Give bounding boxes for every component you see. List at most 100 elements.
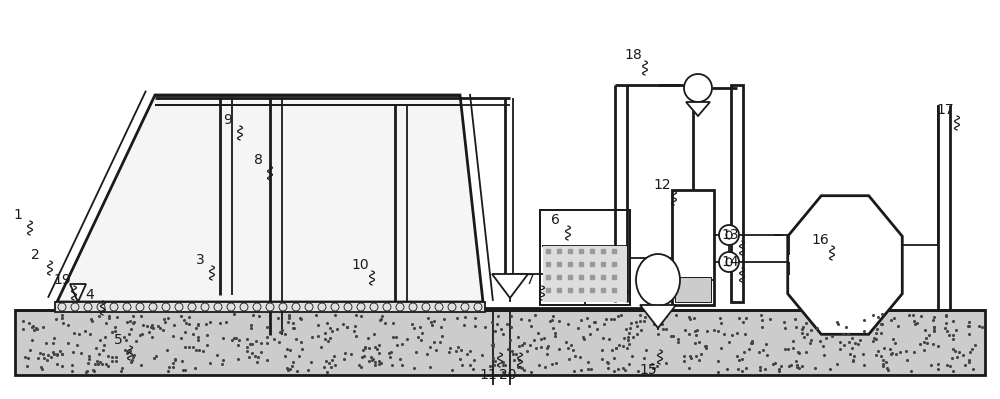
Point	[878, 359, 894, 365]
Point	[49, 351, 65, 358]
Point	[113, 367, 129, 374]
Point	[35, 324, 51, 330]
Point	[495, 359, 511, 365]
Text: 2: 2	[31, 248, 39, 262]
Point	[339, 324, 355, 330]
Point	[757, 365, 773, 372]
Point	[319, 369, 335, 375]
Point	[949, 354, 965, 361]
Point	[791, 350, 807, 357]
Point	[277, 331, 293, 337]
Point	[901, 312, 917, 318]
Point	[118, 337, 134, 343]
Point	[926, 324, 942, 330]
Point	[919, 340, 935, 346]
Point	[126, 352, 142, 358]
Point	[433, 324, 449, 330]
Point	[79, 368, 95, 375]
Point	[165, 359, 181, 366]
Point	[87, 360, 103, 367]
Point	[670, 336, 686, 343]
Point	[939, 361, 955, 368]
Point	[765, 361, 781, 367]
Point	[781, 363, 797, 369]
Point	[961, 357, 977, 363]
Point	[394, 341, 410, 347]
Point	[730, 366, 746, 372]
Point	[855, 351, 871, 357]
Text: 12: 12	[653, 178, 671, 192]
Point	[925, 317, 941, 323]
Point	[838, 324, 854, 330]
Point	[107, 328, 123, 334]
Point	[198, 321, 214, 327]
Point	[160, 368, 176, 375]
Point	[43, 354, 59, 361]
Point	[139, 322, 155, 329]
Point	[242, 341, 258, 347]
Point	[226, 311, 242, 318]
Point	[202, 319, 218, 325]
Point	[621, 361, 637, 367]
Point	[965, 365, 981, 372]
Point	[744, 338, 760, 345]
Point	[453, 347, 469, 353]
Point	[54, 351, 70, 357]
Point	[917, 327, 933, 333]
Bar	[540, 210, 630, 305]
Point	[710, 328, 726, 334]
Point	[511, 357, 527, 363]
Point	[502, 337, 518, 344]
Point	[721, 338, 737, 345]
Point	[114, 364, 130, 371]
Point	[512, 364, 528, 371]
Point	[930, 343, 946, 350]
Point	[271, 339, 287, 346]
Point	[618, 326, 634, 332]
Point	[906, 349, 922, 355]
Point	[145, 325, 161, 332]
Point	[874, 321, 890, 328]
Point	[594, 347, 610, 354]
Point	[24, 337, 40, 344]
Point	[511, 342, 527, 349]
Point	[150, 323, 166, 329]
Point	[24, 324, 40, 330]
Point	[892, 349, 908, 355]
Point	[125, 312, 141, 319]
Point	[628, 318, 644, 325]
Point	[785, 345, 801, 352]
Point	[337, 350, 353, 356]
Point	[335, 321, 351, 328]
Point	[432, 339, 448, 345]
Point	[487, 328, 503, 335]
Point	[632, 318, 648, 324]
Point	[713, 345, 729, 351]
Ellipse shape	[636, 254, 680, 306]
Point	[128, 338, 144, 344]
Point	[687, 340, 703, 346]
Circle shape	[719, 225, 739, 245]
Point	[82, 331, 98, 337]
Point	[516, 340, 532, 346]
Point	[327, 311, 343, 318]
Point	[551, 346, 567, 353]
Point	[94, 361, 110, 367]
Point	[791, 365, 807, 371]
Point	[844, 334, 860, 341]
Point	[424, 322, 440, 328]
Point	[676, 352, 692, 359]
Point	[870, 348, 886, 354]
Point	[579, 315, 595, 321]
Point	[462, 362, 478, 368]
Point	[650, 331, 666, 337]
Point	[874, 311, 890, 318]
Point	[533, 336, 549, 342]
Point	[46, 351, 62, 358]
Point	[96, 342, 112, 349]
Point	[580, 358, 596, 365]
Point	[865, 338, 881, 344]
Point	[962, 349, 978, 355]
Point	[514, 342, 530, 349]
Point	[148, 353, 164, 359]
